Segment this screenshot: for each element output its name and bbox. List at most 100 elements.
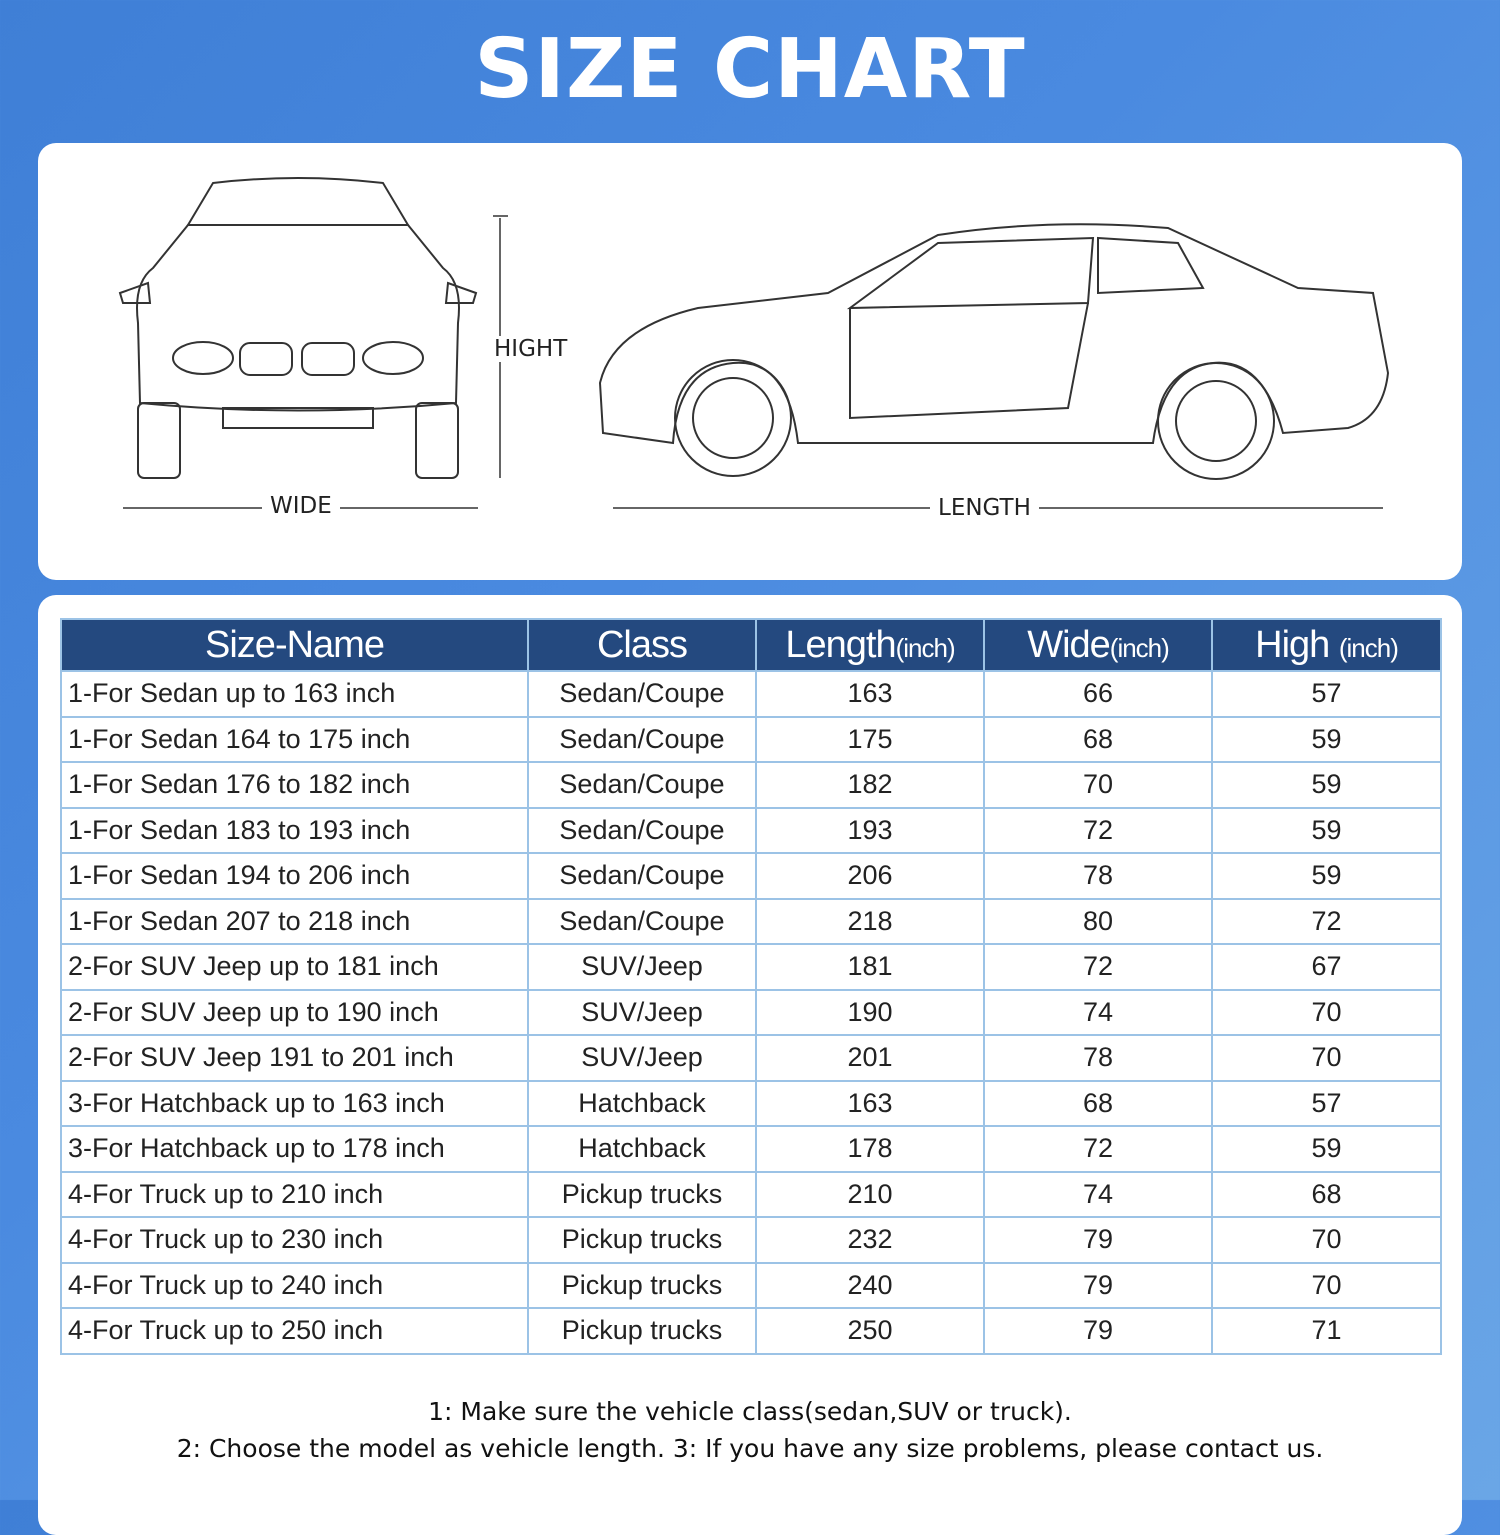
cell-size-name: 3-For Hatchback up to 163 inch	[60, 1079, 529, 1127]
table-row: 2-For SUV Jeep 191 to 201 inch SUV/Jeep 20…	[60, 1034, 1442, 1082]
cell-size-name: 1-For Sedan 207 to 218 inch	[60, 897, 529, 945]
header-label: Size-Name	[205, 623, 385, 666]
cell-size-name: 2-For SUV Jeep 191 to 201 inch	[60, 1034, 529, 1082]
car-side-view	[598, 223, 1390, 480]
cell-length: 240	[755, 1261, 985, 1309]
header-label: High	[1255, 623, 1339, 666]
cell-size-name: 3-For Hatchback up to 178 inch	[60, 1125, 529, 1173]
cell-wide: 78	[983, 852, 1213, 900]
cell-class: SUV/Jeep	[527, 1034, 757, 1082]
cell-length: 178	[755, 1125, 985, 1173]
cell-high: 70	[1211, 1034, 1442, 1082]
cell-wide: 70	[983, 761, 1213, 809]
cell-length: 182	[755, 761, 985, 809]
cell-class: Sedan/Coupe	[527, 897, 757, 945]
cell-size-name: 4-For Truck up to 250 inch	[60, 1307, 529, 1355]
header-size-name: Size-Name	[60, 618, 529, 672]
cell-length: 181	[755, 943, 985, 991]
cell-class: Hatchback	[527, 1125, 757, 1173]
table-row: 1-For Sedan up to 163 inch Sedan/Coupe 163…	[60, 670, 1442, 718]
note-2: 2: Choose the model as vehicle length. 3…	[176, 1434, 1324, 1463]
cell-length: 190	[755, 988, 985, 1036]
header-length: Length(inch)	[755, 618, 985, 672]
cell-high: 57	[1211, 1079, 1442, 1127]
cell-size-name: 2-For SUV Jeep up to 181 inch	[60, 943, 529, 991]
table-row: 4-For Truck up to 230 inch Pickup trucks 2…	[60, 1216, 1442, 1264]
cell-length: 175	[755, 715, 985, 763]
length-label: LENGTH	[930, 495, 1039, 521]
cell-size-name: 1-For Sedan 164 to 175 inch	[60, 715, 529, 763]
header-class: Class	[527, 618, 757, 672]
note-1: 1: Make sure the vehicle class(sedan,SUV…	[428, 1397, 1072, 1426]
cell-wide: 74	[983, 988, 1213, 1036]
cell-length: 232	[755, 1216, 985, 1264]
page-title: SIZE CHART	[474, 22, 1026, 117]
cell-high: 72	[1211, 897, 1442, 945]
cell-length: 163	[755, 670, 985, 718]
cell-wide: 78	[983, 1034, 1213, 1082]
cell-class: Sedan/Coupe	[527, 852, 757, 900]
header-unit: (inch)	[1109, 632, 1170, 663]
car-diagrams	[118, 177, 1390, 509]
cell-length: 210	[755, 1170, 985, 1218]
cell-length: 193	[755, 806, 985, 854]
table-row: 3-For Hatchback up to 178 inch Hatchback 1…	[60, 1125, 1442, 1173]
cell-high: 57	[1211, 670, 1442, 718]
cell-wide: 74	[983, 1170, 1213, 1218]
header-label: Wide	[1027, 623, 1111, 666]
cell-class: Pickup trucks	[527, 1307, 757, 1355]
cell-size-name: 4-For Truck up to 240 inch	[60, 1261, 529, 1309]
cell-class: Sedan/Coupe	[527, 806, 757, 854]
table-row: 1-For Sedan 194 to 206 inch Sedan/Coupe 20…	[60, 852, 1442, 900]
cell-high: 59	[1211, 715, 1442, 763]
dimension-lines	[123, 215, 1383, 509]
cell-wide: 80	[983, 897, 1213, 945]
cell-size-name: 4-For Truck up to 210 inch	[60, 1170, 529, 1218]
header-wide: Wide(inch)	[983, 618, 1213, 672]
cell-high: 59	[1211, 852, 1442, 900]
cell-size-name: 1-For Sedan 194 to 206 inch	[60, 852, 529, 900]
cell-class: Sedan/Coupe	[527, 670, 757, 718]
cell-wide: 79	[983, 1307, 1213, 1355]
cell-wide: 66	[983, 670, 1213, 718]
cell-length: 218	[755, 897, 985, 945]
table-row: 4-For Truck up to 210 inch Pickup trucks 2…	[60, 1170, 1442, 1218]
cell-high: 71	[1211, 1307, 1442, 1355]
cell-length: 201	[755, 1034, 985, 1082]
cell-high: 68	[1211, 1170, 1442, 1218]
car-front-view	[118, 177, 478, 479]
cell-wide: 72	[983, 806, 1213, 854]
cell-class: Pickup trucks	[527, 1261, 757, 1309]
cell-class: SUV/Jeep	[527, 943, 757, 991]
cell-wide: 72	[983, 1125, 1213, 1173]
table-row: 1-For Sedan 176 to 182 inch Sedan/Coupe 18…	[60, 761, 1442, 809]
size-table-panel: Size-Name Class Length(inch) Wide(inch) High…	[38, 595, 1462, 1535]
table-row: 1-For Sedan 183 to 193 inch Sedan/Coupe 19…	[60, 806, 1442, 854]
cell-class: Sedan/Coupe	[527, 715, 757, 763]
cell-wide: 79	[983, 1216, 1213, 1264]
cell-high: 67	[1211, 943, 1442, 991]
cell-size-name: 2-For SUV Jeep up to 190 inch	[60, 988, 529, 1036]
cell-wide: 68	[983, 715, 1213, 763]
table-row: 2-For SUV Jeep up to 190 inch SUV/Jeep 190…	[60, 988, 1442, 1036]
cell-high: 70	[1211, 988, 1442, 1036]
header-label: Length	[785, 623, 896, 666]
cell-size-name: 1-For Sedan 183 to 193 inch	[60, 806, 529, 854]
height-label: HIGHT	[486, 336, 576, 362]
cell-length: 206	[755, 852, 985, 900]
table-row: 1-For Sedan 164 to 175 inch Sedan/Coupe 17…	[60, 715, 1442, 763]
table-row: 4-For Truck up to 250 inch Pickup trucks 2…	[60, 1307, 1442, 1355]
cell-class: Pickup trucks	[527, 1216, 757, 1264]
cell-wide: 68	[983, 1079, 1213, 1127]
table-row: 1-For Sedan 207 to 218 inch Sedan/Coupe 21…	[60, 897, 1442, 945]
dimension-diagram-panel: HIGHT WIDE LENGTH	[38, 143, 1462, 580]
table-row: 2-For SUV Jeep up to 181 inch SUV/Jeep 181…	[60, 943, 1442, 991]
cell-high: 70	[1211, 1261, 1442, 1309]
cell-class: SUV/Jeep	[527, 988, 757, 1036]
cell-wide: 79	[983, 1261, 1213, 1309]
cell-high: 59	[1211, 761, 1442, 809]
cell-class: Hatchback	[527, 1079, 757, 1127]
size-table: Size-Name Class Length(inch) Wide(inch) High…	[60, 618, 1442, 1355]
cell-length: 163	[755, 1079, 985, 1127]
width-label: WIDE	[262, 493, 340, 519]
